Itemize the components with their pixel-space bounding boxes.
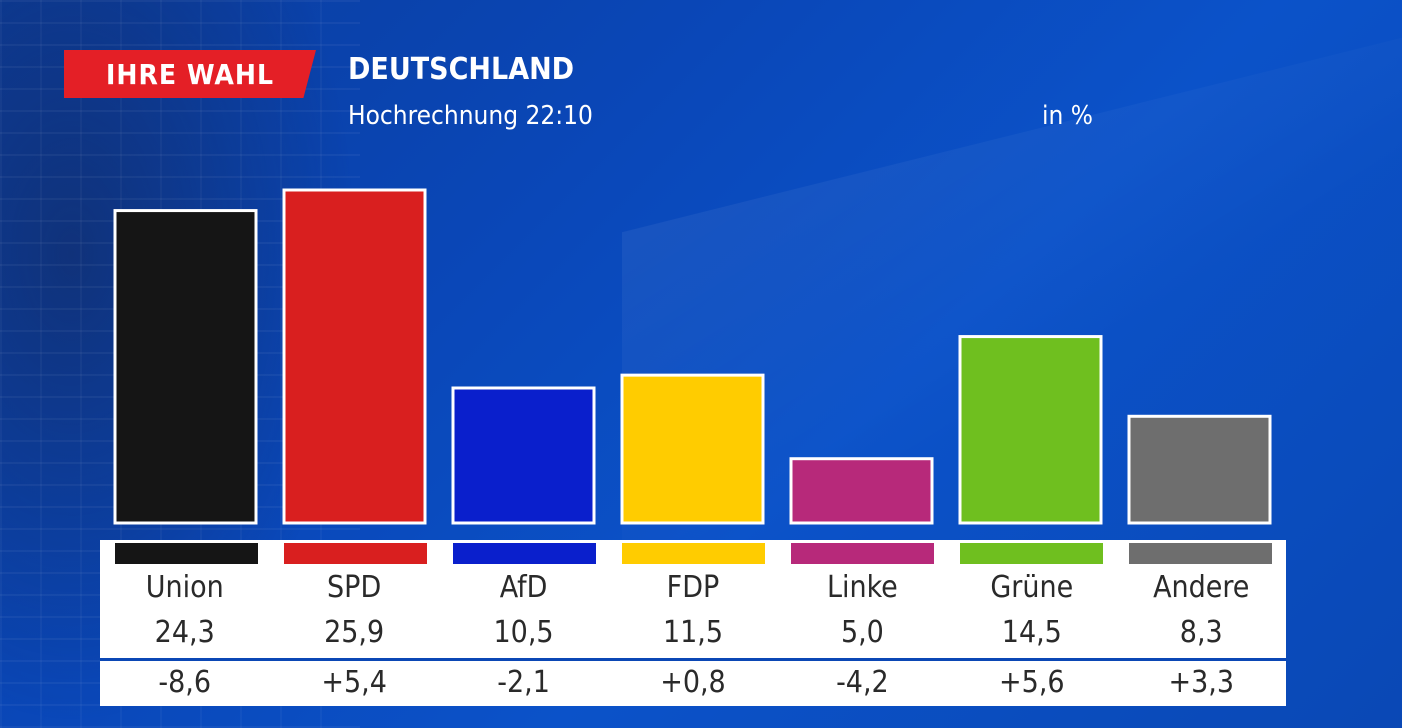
party-name-linke: Linke [826,570,898,605]
swatch-grüne [960,543,1103,564]
party-value-union: 24,3 [154,615,215,650]
bar-spd [282,188,427,525]
bar-afd [451,386,596,525]
swatch-afd [453,543,596,564]
ihre-wahl-badge: IHRE WAHL [64,50,316,98]
party-value-spd: 25,9 [324,615,385,650]
swatch-spd [284,543,427,564]
bar-union [113,209,258,525]
bar-linke [789,457,934,525]
party-change-grüne: +5,6 [999,665,1065,700]
party-name-fdp: FDP [666,570,720,605]
party-name-afd: AfD [499,570,548,605]
party-changes-row: -8,6 +5,4 -2,1 +0,8 -4,2 +5,6 +3,3 [100,665,1286,700]
party-change-linke: -4,2 [836,665,889,700]
party-values-row: 24,3 25,9 10,5 11,5 5,0 14,5 8,3 [100,615,1286,650]
party-value-linke: 5,0 [840,615,884,650]
party-change-andere: +3,3 [1168,665,1234,700]
party-name-spd: SPD [327,570,382,605]
swatch-andere [1129,543,1272,564]
party-value-fdp: 11,5 [662,615,724,650]
bar-grüne [958,335,1103,525]
bar-andere [1127,414,1272,525]
party-change-fdp: +0,8 [660,665,726,700]
party-value-grüne: 14,5 [1001,615,1062,650]
results-table: Union SPD AfD FDP Linke Grüne Andere 24,3 25,9 1… [100,540,1286,706]
swatch-linke [791,543,934,564]
bar-fdp [620,373,765,525]
party-change-union: -8,6 [158,665,212,700]
unit-label: in % [1042,101,1093,131]
swatch-union [115,543,258,564]
party-value-afd: 10,5 [493,615,554,650]
party-change-afd: -2,1 [497,665,550,700]
table-divider [100,658,1286,661]
party-value-andere: 8,3 [1179,615,1223,650]
party-name-union: Union [145,570,224,605]
swatch-fdp [622,543,765,564]
party-name-andere: Andere [1153,570,1250,605]
party-name-grüne: Grüne [990,570,1074,605]
party-names-row: Union SPD AfD FDP Linke Grüne Andere [100,570,1286,605]
party-change-spd: +5,4 [321,665,387,700]
chart-title: DEUTSCHLAND [348,52,575,87]
chart-subtitle: Hochrechnung 22:10 [348,101,593,131]
